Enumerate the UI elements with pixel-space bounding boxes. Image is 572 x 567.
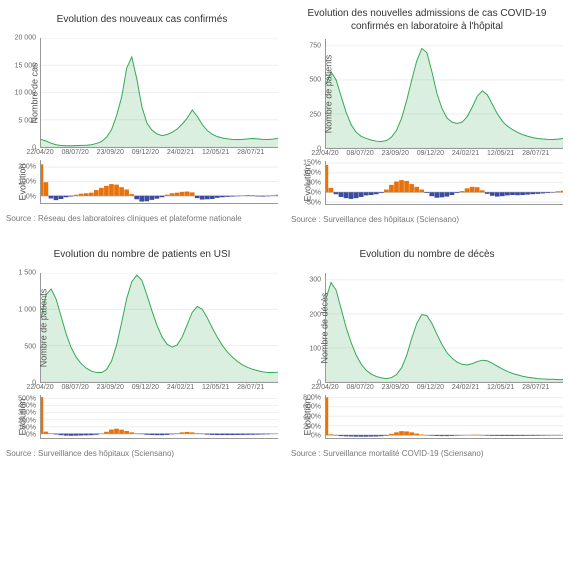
- ytick: 50%: [307, 180, 321, 187]
- main-chart: [325, 273, 563, 383]
- main-chart: [40, 38, 278, 148]
- sub-chart: [40, 395, 278, 439]
- ytick: 200%: [303, 423, 321, 430]
- xtick: 23/09/20: [97, 149, 124, 156]
- ytick: 0%: [26, 432, 36, 439]
- ytick: 400%: [18, 403, 36, 410]
- sub-chart: [325, 395, 563, 439]
- ytick: 0%: [311, 190, 321, 197]
- ytick: 100%: [18, 424, 36, 431]
- xtick: 24/02/21: [452, 384, 479, 391]
- main-chart: [40, 273, 278, 383]
- ytick: 100%: [18, 179, 36, 186]
- ytick: 500: [24, 343, 36, 350]
- main-chart: [325, 39, 563, 149]
- source-text: Source : Surveillance des hôpitaux (Scie…: [6, 449, 278, 459]
- xaxis: 22/04/2008/07/2023/09/2009/12/2024/02/21…: [325, 149, 563, 157]
- xtick: 09/12/20: [417, 384, 444, 391]
- panel-admissions: Evolution des nouvelles admissions de ca…: [291, 8, 563, 225]
- ytick: 600%: [303, 404, 321, 411]
- xtick: 22/04/20: [26, 149, 53, 156]
- xtick: 24/02/21: [167, 149, 194, 156]
- panel-icu: Evolution du nombre de patients en USI No…: [6, 243, 278, 459]
- ytick: 500: [309, 77, 321, 84]
- xtick: 24/02/21: [452, 150, 479, 157]
- xtick: 08/07/20: [347, 150, 374, 157]
- ytick: 20 000: [15, 35, 36, 42]
- ytick: 15 000: [15, 62, 36, 69]
- ytick: 750: [309, 42, 321, 49]
- xtick: 28/07/21: [522, 150, 549, 157]
- ytick: 250: [309, 111, 321, 118]
- xtick: 12/05/21: [202, 384, 229, 391]
- ytick: 300%: [18, 410, 36, 417]
- ytick: -50%: [305, 200, 321, 207]
- xtick: 12/05/21: [487, 150, 514, 157]
- ytick: 200: [309, 311, 321, 318]
- ytick: 0%: [311, 433, 321, 440]
- panel-deaths: Evolution du nombre de décèsNombre de dé…: [291, 243, 563, 459]
- xtick: 22/04/20: [311, 384, 338, 391]
- panel-title: Evolution des nouvelles admissions de ca…: [291, 8, 563, 33]
- xaxis: 22/04/2008/07/2023/09/2009/12/2024/02/21…: [40, 383, 278, 391]
- source-text: Source : Surveillance des hôpitaux (Scie…: [291, 215, 563, 225]
- xtick: 23/09/20: [382, 150, 409, 157]
- ytick: 0%: [26, 193, 36, 200]
- xtick: 22/04/20: [26, 384, 53, 391]
- panel-cases: Evolution des nouveaux cas confirmésNomb…: [6, 8, 278, 225]
- xaxis: 22/04/2008/07/2023/09/2009/12/2024/02/21…: [325, 383, 563, 391]
- xtick: 23/09/20: [382, 384, 409, 391]
- ytick: 200%: [18, 417, 36, 424]
- sub-chart: [325, 161, 563, 205]
- xtick: 08/07/20: [347, 384, 374, 391]
- xtick: 09/12/20: [132, 384, 159, 391]
- ytick: 100%: [303, 170, 321, 177]
- xtick: 12/05/21: [202, 149, 229, 156]
- xtick: 24/02/21: [167, 384, 194, 391]
- ytick: 1 500: [18, 270, 36, 277]
- xtick: 22/04/20: [311, 150, 338, 157]
- xtick: 28/07/21: [522, 384, 549, 391]
- xtick: 08/07/20: [62, 149, 89, 156]
- xaxis: 22/04/2008/07/2023/09/2009/12/2024/02/21…: [40, 148, 278, 156]
- panel-title: Evolution des nouveaux cas confirmés: [6, 8, 278, 32]
- xtick: 12/05/21: [487, 384, 514, 391]
- xtick: 28/07/21: [237, 384, 264, 391]
- ytick: 150%: [303, 160, 321, 167]
- ytick: 1 000: [18, 307, 36, 314]
- ytick: 200%: [18, 164, 36, 171]
- xtick: 08/07/20: [62, 384, 89, 391]
- xtick: 09/12/20: [417, 150, 444, 157]
- xtick: 28/07/21: [237, 149, 264, 156]
- xtick: 09/12/20: [132, 149, 159, 156]
- xtick: 23/09/20: [97, 384, 124, 391]
- ytick: 5 000: [18, 117, 36, 124]
- ytick: 500%: [18, 395, 36, 402]
- source-text: Source : Réseau des laboratoires cliniqu…: [6, 214, 278, 224]
- source-text: Source : Surveillance mortalité COVID-19…: [291, 449, 563, 459]
- sub-chart: [40, 160, 278, 204]
- ytick: 10 000: [15, 90, 36, 97]
- ytick: 800%: [303, 394, 321, 401]
- ytick: 400%: [303, 414, 321, 421]
- ytick: 300: [309, 277, 321, 284]
- ytick: 100: [309, 346, 321, 353]
- panel-title: Evolution du nombre de patients en USI: [6, 243, 278, 267]
- ylabel-main: Nombre de patients: [323, 55, 333, 134]
- ylabel-main: Nombre de patients: [38, 289, 48, 368]
- panel-title: Evolution du nombre de décès: [291, 243, 563, 267]
